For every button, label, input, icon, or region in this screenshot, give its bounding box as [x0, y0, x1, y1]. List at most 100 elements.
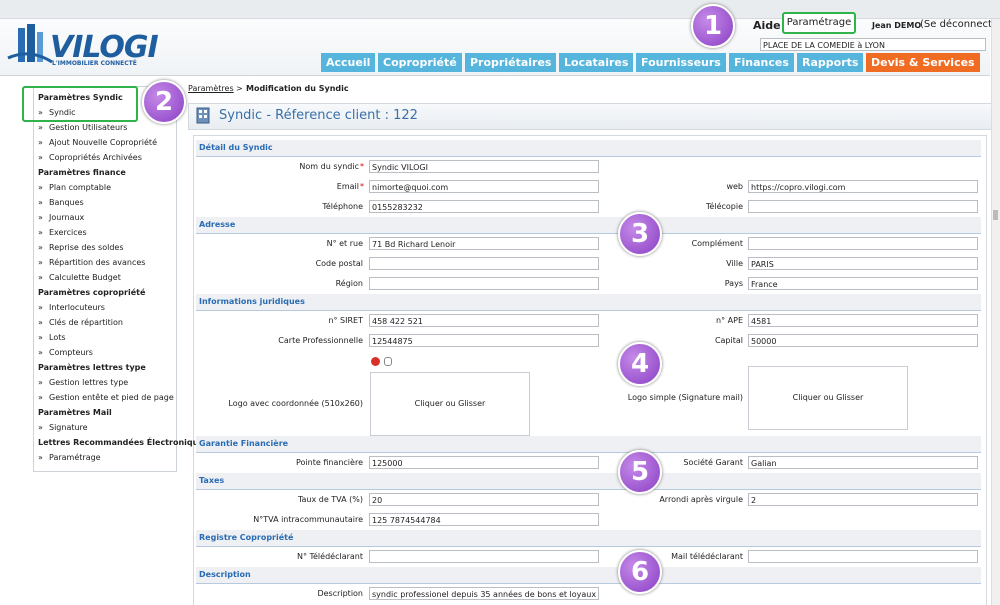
text-input[interactable]: nimorte@quoi.com [369, 180, 599, 193]
field-label: Pointe financière [296, 458, 363, 467]
sidebar-bullet: » [38, 183, 43, 192]
sidebar-link[interactable]: Journaux [49, 213, 85, 222]
callout-badge: 6 [618, 550, 662, 594]
settings-link[interactable]: Paramétrage [782, 12, 856, 34]
text-input[interactable] [748, 237, 978, 250]
callout-badge: 4 [618, 342, 662, 386]
field-label: Logo simple (Signature mail) [627, 392, 743, 402]
text-input[interactable]: 71 Bd Richard Lenoir [369, 237, 599, 250]
text-input[interactable]: Syndic VILOGI [369, 160, 599, 173]
text-input[interactable]: 12544875 [369, 334, 599, 347]
sidebar-link[interactable]: Reprise des soldes [49, 243, 124, 252]
field-label: N° Télédéclarant [296, 552, 363, 561]
text-input[interactable]: 4581 [748, 314, 978, 327]
field-label: Carte Professionnelle [278, 336, 363, 345]
sidebar-bullet: » [38, 123, 43, 132]
nav-tab[interactable]: Rapports [797, 53, 864, 72]
nav-tab[interactable]: Locataires [559, 53, 634, 72]
sidebar-bullet: » [38, 333, 43, 342]
sidebar-bullet: » [38, 453, 43, 462]
nav-tab[interactable]: Devis & Services [866, 53, 980, 72]
section-header: Adresse [196, 217, 981, 234]
sidebar-section-title: Paramètres lettres type [38, 363, 146, 372]
required-mark: * [360, 182, 364, 191]
field-label: Région [335, 279, 363, 288]
text-input[interactable] [369, 277, 599, 290]
field-label: Pays [724, 279, 743, 288]
field-label: Nom du syndic [299, 162, 359, 171]
sidebar-link[interactable]: Ajout Nouvelle Copropriété [49, 138, 157, 147]
callout-badge: 1 [691, 4, 735, 48]
nav-tab[interactable]: Propriétaires [465, 53, 557, 72]
breadcrumb-link[interactable]: Paramètres [188, 84, 234, 93]
text-input[interactable]: syndic professionel depuis 35 années de … [369, 587, 599, 600]
field-label: Email [336, 182, 359, 191]
sidebar-link[interactable]: Gestion entête et pied de page [49, 393, 174, 402]
sidebar-bullet: » [38, 243, 43, 252]
text-input[interactable]: 2 [748, 493, 978, 506]
sidebar-link[interactable]: Compteurs [49, 348, 93, 357]
section-header: Description [196, 567, 981, 584]
text-input[interactable]: 458 422 521 [369, 314, 599, 327]
callout-badge: 3 [618, 212, 662, 256]
field-label: Télécopie [705, 202, 743, 211]
attach-icon [384, 357, 392, 366]
sidebar-link[interactable]: Clés de répartition [49, 318, 123, 327]
site-selector[interactable]: PLACE DE LA COMEDIE à LYON [760, 38, 986, 51]
logo-tagline: L'IMMOBILIER CONNECTÉ [52, 60, 137, 67]
required-mark: * [360, 162, 364, 171]
upload-zone[interactable]: Cliquer ou Glisser [370, 371, 530, 436]
field-label: Logo avec coordonnée (510x260) [228, 398, 363, 408]
sidebar-link[interactable]: Plan comptable [49, 183, 111, 192]
text-input[interactable]: PARIS [748, 257, 978, 270]
sidebar-link[interactable]: Banques [49, 198, 84, 207]
text-input[interactable]: Galian [748, 456, 978, 469]
sidebar-bullet: » [38, 273, 43, 282]
sidebar-link[interactable]: Répartition des avances [49, 258, 146, 267]
text-input[interactable] [748, 200, 978, 213]
text-input[interactable] [748, 550, 978, 563]
callout-badge: 5 [618, 450, 662, 494]
nav-tab[interactable]: Finances [729, 53, 794, 72]
nav-tab[interactable]: Accueil [321, 53, 376, 72]
text-input[interactable]: 0155283232 [369, 200, 599, 213]
sidebar-bullet: » [38, 213, 43, 222]
text-input[interactable]: France [748, 277, 978, 290]
sidebar-link[interactable]: Syndic [49, 108, 76, 117]
nav-tab[interactable]: Copropriété [378, 53, 462, 72]
field-label: Description [317, 589, 363, 598]
sidebar-link[interactable]: Signature [49, 423, 88, 432]
scrollbar-thumb [993, 210, 998, 220]
text-input[interactable] [369, 550, 599, 563]
sidebar-link[interactable]: Interlocuteurs [49, 303, 105, 312]
sidebar-section-title: Lettres Recommandées Électroniques [38, 438, 209, 447]
text-input[interactable]: 50000 [748, 334, 978, 347]
field-label: N° et rue [326, 239, 363, 248]
sidebar-link[interactable]: Paramétrage [49, 453, 101, 462]
text-input[interactable]: https://copro.vilogi.com [748, 180, 978, 193]
page-title: Syndic - Réference client : 122 [219, 108, 418, 123]
sidebar-link[interactable]: Lots [49, 333, 66, 342]
nav-tab[interactable]: Fournisseurs [636, 53, 726, 72]
field-label: Taux de TVA (%) [297, 495, 363, 504]
sidebar-link[interactable]: Gestion Utilisateurs [49, 123, 128, 132]
sidebar-link[interactable]: Gestion lettres type [49, 378, 129, 387]
sidebar-section-title: Paramètres finance [38, 168, 126, 177]
upload-zone[interactable]: Cliquer ou Glisser [748, 365, 908, 430]
breadcrumb-separator: > [236, 84, 243, 93]
help-link[interactable]: Aide [753, 19, 781, 32]
sidebar-bullet: » [38, 303, 43, 312]
text-input[interactable] [369, 257, 599, 270]
text-input[interactable]: 125000 [369, 456, 599, 469]
sidebar-link[interactable]: Copropriétés Archivées [49, 153, 142, 162]
sidebar-section-title: Paramètres copropriété [38, 288, 146, 297]
logout-link[interactable]: (Se déconnecter) [920, 19, 1000, 30]
sidebar-link[interactable]: Exercices [49, 228, 87, 237]
field-label: Société Garant [683, 458, 743, 467]
text-input[interactable]: 20 [369, 493, 599, 506]
sidebar-link[interactable]: Calculette Budget [49, 273, 121, 282]
sidebar-highlight [22, 86, 138, 122]
text-input[interactable]: 125 7874544784 [369, 513, 599, 526]
section-header: Garantie Financière [196, 436, 981, 453]
field-label: Ville [726, 259, 743, 268]
